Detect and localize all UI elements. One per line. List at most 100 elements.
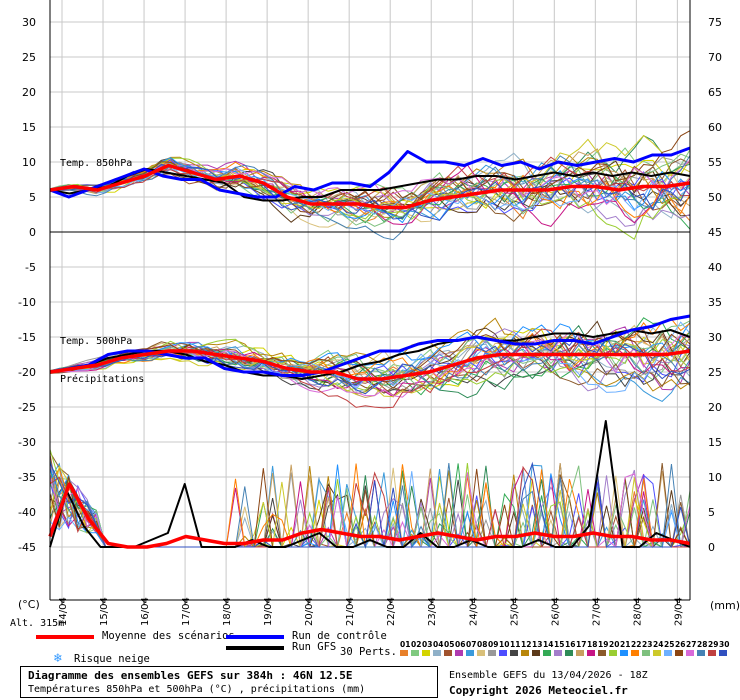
perturbation-t850-line bbox=[49, 155, 691, 241]
left-tick-label: 5 bbox=[29, 191, 36, 204]
left-tick-label: -15 bbox=[18, 331, 36, 344]
left-tick-label: -5 bbox=[25, 261, 36, 274]
pert-number: 07 bbox=[466, 640, 477, 649]
date-label: 26/04 bbox=[550, 597, 561, 626]
date-label: 17/04 bbox=[181, 597, 192, 626]
right-tick-label: 70 bbox=[708, 51, 722, 64]
right-tick-label: 40 bbox=[708, 261, 722, 274]
pert-number: 11 bbox=[510, 640, 521, 649]
pert-color-swatch bbox=[719, 650, 727, 656]
pert-color-swatch bbox=[642, 650, 650, 656]
footer-title: Diagramme des ensembles GEFS sur 384h : … bbox=[28, 669, 353, 682]
pert-number: 17 bbox=[576, 640, 587, 649]
perturbation-t500-line bbox=[49, 331, 691, 383]
legend-gfs-line bbox=[226, 646, 284, 650]
pert-color-swatch bbox=[444, 650, 452, 656]
t500-panel-label: Temp. 500hPa bbox=[60, 336, 132, 347]
pert-color-swatch bbox=[400, 650, 408, 656]
pert-number: 18 bbox=[587, 640, 598, 649]
pert-number: 12 bbox=[521, 640, 532, 649]
pert-color-swatch bbox=[554, 650, 562, 656]
pert-color-swatch bbox=[422, 650, 430, 656]
t850-panel-label: Temp. 850hPa bbox=[60, 158, 132, 169]
perturbation-t500-line bbox=[49, 335, 691, 402]
left-tick-label: -20 bbox=[18, 366, 36, 379]
pert-number: 27 bbox=[686, 640, 697, 649]
pert-color-swatch bbox=[708, 650, 716, 656]
pert-number: 10 bbox=[499, 640, 510, 649]
pert-number: 08 bbox=[477, 640, 488, 649]
left-tick-label: 15 bbox=[22, 121, 36, 134]
date-label: 18/04 bbox=[222, 597, 233, 626]
pert-number: 22 bbox=[631, 640, 642, 649]
left-unit-label: (°C) bbox=[18, 598, 40, 611]
left-tick-label: 0 bbox=[29, 226, 36, 239]
perturbation-t500-line bbox=[49, 344, 691, 391]
pert-color-swatch bbox=[466, 650, 474, 656]
right-tick-label: 20 bbox=[708, 401, 722, 414]
legend-mean-line bbox=[36, 635, 94, 639]
pert-number: 09 bbox=[488, 640, 499, 649]
right-tick-label: 55 bbox=[708, 156, 722, 169]
date-label: 24/04 bbox=[468, 597, 479, 626]
pert-number: 19 bbox=[598, 640, 609, 649]
pert-color-swatch bbox=[565, 650, 573, 656]
perturbation-t500-line bbox=[49, 338, 691, 392]
date-label: 27/04 bbox=[591, 597, 602, 626]
mean-t500-line bbox=[49, 349, 691, 381]
pert-number: 21 bbox=[620, 640, 631, 649]
date-label: 19/04 bbox=[263, 597, 274, 626]
pert-number: 01 bbox=[400, 640, 411, 649]
control-t850-line bbox=[49, 146, 691, 199]
pert-color-swatch bbox=[455, 650, 463, 656]
mean-t850-line bbox=[49, 163, 691, 210]
right-tick-label: 75 bbox=[708, 16, 722, 29]
pert-number: 20 bbox=[609, 640, 620, 649]
footer-title-box bbox=[20, 666, 438, 698]
perturbation-t850-line bbox=[49, 130, 691, 213]
pert-color-swatch bbox=[653, 650, 661, 656]
pert-color-swatch bbox=[664, 650, 672, 656]
chart-axes: 302520151050-5-10-15-20-25-30-35-40-4514… bbox=[18, 0, 722, 626]
pert-number: 24 bbox=[653, 640, 664, 649]
pert-number: 03 bbox=[422, 640, 433, 649]
pert-number: 16 bbox=[565, 640, 576, 649]
date-label: 21/04 bbox=[345, 597, 356, 626]
pert-color-swatch bbox=[620, 650, 628, 656]
left-tick-label: 20 bbox=[22, 86, 36, 99]
pert-number: 06 bbox=[455, 640, 466, 649]
date-label: 29/04 bbox=[673, 597, 684, 626]
right-tick-label: 65 bbox=[708, 86, 722, 99]
pert-color-swatch bbox=[576, 650, 584, 656]
pert-number: 30 bbox=[719, 640, 730, 649]
pert-color-swatch bbox=[411, 650, 419, 656]
pert-color-swatch bbox=[488, 650, 496, 656]
pert-number: 25 bbox=[664, 640, 675, 649]
right-unit-label: (mm) bbox=[710, 599, 740, 612]
footer-subtitle: Températures 850hPa et 500hPa (°C) , pré… bbox=[28, 684, 366, 695]
left-tick-label: -25 bbox=[18, 401, 36, 414]
mean-precip-line bbox=[48, 482, 691, 549]
left-tick-label: -35 bbox=[18, 471, 36, 484]
pert-color-swatch bbox=[510, 650, 518, 656]
right-tick-label: 45 bbox=[708, 226, 722, 239]
pert-number: 02 bbox=[411, 640, 422, 649]
date-label: 15/04 bbox=[99, 597, 110, 626]
perturbation-t500-line bbox=[49, 341, 691, 394]
pert-number: 14 bbox=[543, 640, 554, 649]
pert-number: 23 bbox=[642, 640, 653, 649]
pert-number: 29 bbox=[708, 640, 719, 649]
left-tick-label: -10 bbox=[18, 296, 36, 309]
perturbation-lines bbox=[49, 130, 691, 549]
pert-number: 26 bbox=[675, 640, 686, 649]
right-tick-label: 30 bbox=[708, 331, 722, 344]
main-series bbox=[48, 146, 691, 549]
date-label: 28/04 bbox=[632, 597, 643, 626]
date-label: 16/04 bbox=[140, 597, 151, 626]
left-tick-label: -40 bbox=[18, 506, 36, 519]
pert-color-swatch bbox=[543, 650, 551, 656]
left-tick-label: -45 bbox=[18, 541, 36, 554]
pert-color-swatch bbox=[477, 650, 485, 656]
right-tick-label: 50 bbox=[708, 191, 722, 204]
pert-color-swatch bbox=[532, 650, 540, 656]
